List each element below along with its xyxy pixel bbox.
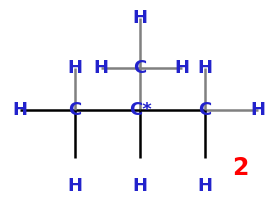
Text: C: C <box>133 59 147 77</box>
Text: H: H <box>68 59 83 77</box>
Text: C: C <box>198 101 212 119</box>
Text: H: H <box>198 59 213 77</box>
Text: H: H <box>93 59 109 77</box>
Text: C: C <box>68 101 82 119</box>
Text: C*: C* <box>129 101 151 119</box>
Text: H: H <box>133 9 148 27</box>
Text: H: H <box>68 177 83 195</box>
Text: H: H <box>13 101 28 119</box>
Text: 2: 2 <box>232 156 248 180</box>
Text: H: H <box>133 177 148 195</box>
Text: H: H <box>198 177 213 195</box>
Text: H: H <box>251 101 266 119</box>
Text: H: H <box>174 59 189 77</box>
